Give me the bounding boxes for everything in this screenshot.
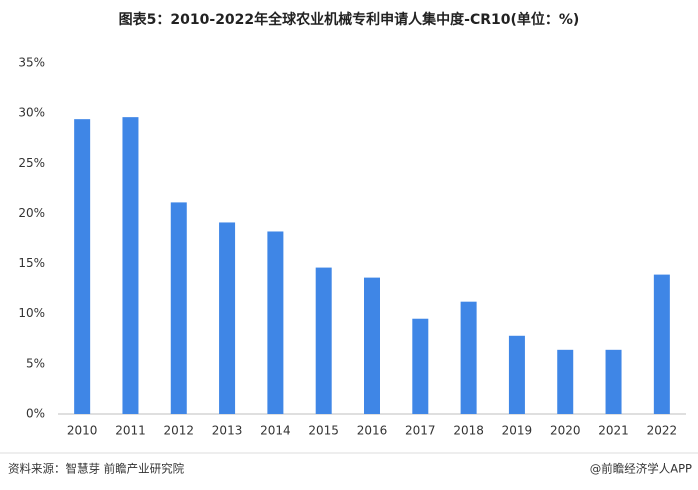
bar xyxy=(412,318,429,414)
bar xyxy=(508,335,525,414)
bar xyxy=(653,274,670,414)
x-tick-label: 2019 xyxy=(502,424,533,438)
y-tick-label: 0% xyxy=(26,407,45,421)
x-tick-label: 2021 xyxy=(598,424,629,438)
y-tick-label: 5% xyxy=(26,356,45,370)
bar xyxy=(605,349,622,414)
credit: @前瞻经济学人APP xyxy=(590,462,692,476)
y-tick-label: 15% xyxy=(18,256,45,270)
bar xyxy=(74,119,91,414)
bar xyxy=(315,267,332,414)
bar xyxy=(267,231,284,414)
x-tick-label: 2015 xyxy=(308,424,339,438)
x-tick-label: 2016 xyxy=(357,424,388,438)
x-tick-label: 2012 xyxy=(163,424,194,438)
source-note: 资料来源：智慧芽 前瞻产业研究院 xyxy=(8,462,185,476)
bar xyxy=(170,202,187,414)
bar xyxy=(460,301,477,414)
y-tick-label: 10% xyxy=(18,306,45,320)
y-tick-label: 35% xyxy=(18,56,45,70)
chart-title: 图表5：2010-2022年全球农业机械专利申请人集中度-CR10(单位：%) xyxy=(119,11,580,28)
x-tick-label: 2022 xyxy=(647,424,678,438)
x-tick-label: 2011 xyxy=(115,424,146,438)
x-tick-label: 2020 xyxy=(550,424,581,438)
x-tick-label: 2018 xyxy=(453,424,484,438)
bar xyxy=(122,117,139,414)
y-tick-label: 20% xyxy=(18,206,45,220)
y-tick-label: 30% xyxy=(18,106,45,120)
bar xyxy=(219,222,236,414)
x-tick-label: 2010 xyxy=(67,424,98,438)
bar xyxy=(557,349,574,414)
x-tick-label: 2014 xyxy=(260,424,291,438)
y-tick-label: 25% xyxy=(18,156,45,170)
x-tick-label: 2017 xyxy=(405,424,436,438)
x-tick-label: 2013 xyxy=(212,424,243,438)
bar xyxy=(364,277,380,414)
